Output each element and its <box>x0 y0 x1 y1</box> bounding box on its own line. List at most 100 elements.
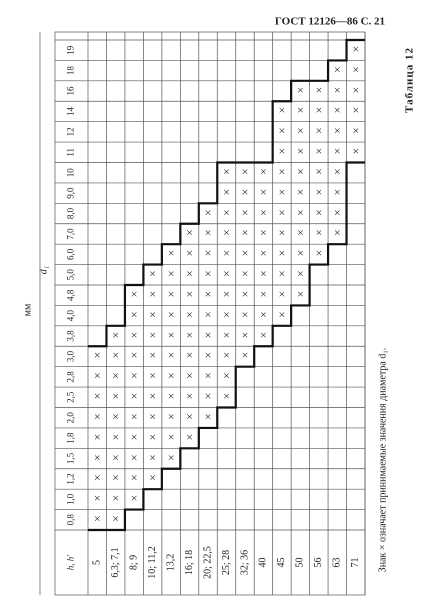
cell-mark: × <box>315 103 322 117</box>
cell-mark: × <box>131 348 138 362</box>
cell-mark: × <box>315 205 322 219</box>
cell-mark: × <box>223 267 230 281</box>
cell-mark: × <box>297 267 304 281</box>
d-value: 12 <box>66 127 76 136</box>
cell-mark: × <box>168 430 175 444</box>
footnote: Знак × означает принимаемые значения диа… <box>377 348 388 573</box>
cell-mark: × <box>260 164 267 178</box>
cell-mark: × <box>149 409 156 423</box>
cell-mark: × <box>223 287 230 301</box>
cell-mark: × <box>315 226 322 240</box>
cell-mark: × <box>112 491 119 505</box>
cell-mark: × <box>297 246 304 260</box>
units: мм <box>22 303 33 316</box>
h-value: 45 <box>276 558 287 568</box>
cell-mark: × <box>334 83 341 97</box>
cell-mark: × <box>149 328 156 342</box>
h-value: 56 <box>313 558 324 568</box>
cell-mark: × <box>112 450 119 464</box>
cell-mark: × <box>149 267 156 281</box>
d-value: 4,0 <box>66 310 76 322</box>
cell-mark: × <box>186 369 193 383</box>
cell-mark: × <box>242 287 249 301</box>
cell-mark: × <box>260 226 267 240</box>
cell-mark: × <box>168 328 175 342</box>
cell-mark: × <box>168 307 175 321</box>
cell-mark: × <box>94 389 101 403</box>
cell-mark: × <box>149 369 156 383</box>
cell-mark: × <box>352 42 359 56</box>
d-value: 1,8 <box>66 432 76 444</box>
d-value: 9,0 <box>66 187 76 199</box>
cell-mark: × <box>242 226 249 240</box>
cell-mark: × <box>297 103 304 117</box>
cell-mark: × <box>205 226 212 240</box>
cell-mark: × <box>149 287 156 301</box>
cell-mark: × <box>186 267 193 281</box>
cell-mark: × <box>223 205 230 219</box>
cell-mark: × <box>149 307 156 321</box>
cell-mark: × <box>149 389 156 403</box>
cell-mark: × <box>260 246 267 260</box>
cell-mark: × <box>297 185 304 199</box>
cell-mark: × <box>94 348 101 362</box>
cell-mark: × <box>352 144 359 158</box>
cell-mark: × <box>205 267 212 281</box>
cell-mark: × <box>279 144 286 158</box>
cell-mark: × <box>94 471 101 485</box>
cell-mark: × <box>260 307 267 321</box>
cell-mark: × <box>186 328 193 342</box>
cell-mark: × <box>242 246 249 260</box>
d-value: 16 <box>66 86 76 96</box>
cell-mark: × <box>186 430 193 444</box>
cell-mark: × <box>279 164 286 178</box>
h-value: 71 <box>350 558 361 568</box>
cell-mark: × <box>334 226 341 240</box>
cell-mark: × <box>242 307 249 321</box>
cell-mark: × <box>149 430 156 444</box>
cell-mark: × <box>334 103 341 117</box>
d-value: 11 <box>66 148 76 157</box>
cell-mark: × <box>223 164 230 178</box>
cell-mark: × <box>112 409 119 423</box>
cell-mark: × <box>168 287 175 301</box>
cell-mark: × <box>223 389 230 403</box>
cell-mark: × <box>223 307 230 321</box>
h-value: 40 <box>258 558 269 568</box>
cell-mark: × <box>260 287 267 301</box>
d-value: 2,8 <box>66 371 76 383</box>
cell-mark: × <box>279 185 286 199</box>
d-value: 14 <box>66 106 76 116</box>
cell-mark: × <box>352 83 359 97</box>
cell-mark: × <box>205 369 212 383</box>
cell-mark: × <box>94 369 101 383</box>
h-value: 10; 11,2 <box>147 546 158 578</box>
cell-mark: × <box>260 328 267 342</box>
cell-mark: × <box>131 471 138 485</box>
cell-mark: × <box>352 62 359 76</box>
cell-mark: × <box>186 348 193 362</box>
cell-mark: × <box>112 512 119 526</box>
cell-mark: × <box>131 450 138 464</box>
cell-mark: × <box>297 205 304 219</box>
d-label: d₁ <box>38 266 49 274</box>
cell-mark: × <box>315 144 322 158</box>
cell-mark: × <box>112 430 119 444</box>
cell-mark: × <box>186 389 193 403</box>
d-value: 5,0 <box>66 269 76 281</box>
d-value: 3,8 <box>66 330 76 342</box>
d-value: 3,0 <box>66 350 76 362</box>
cell-mark: × <box>242 328 249 342</box>
cell-mark: × <box>334 185 341 199</box>
cell-mark: × <box>205 348 212 362</box>
cell-mark: × <box>279 307 286 321</box>
cell-mark: × <box>94 491 101 505</box>
cell-mark: × <box>168 246 175 260</box>
cell-mark: × <box>242 267 249 281</box>
h-label: h, h' <box>66 554 76 571</box>
h-value: 6,3; 7,1 <box>110 547 121 577</box>
cell-mark: × <box>297 164 304 178</box>
h-value: 5 <box>92 560 103 565</box>
cell-mark: × <box>168 369 175 383</box>
